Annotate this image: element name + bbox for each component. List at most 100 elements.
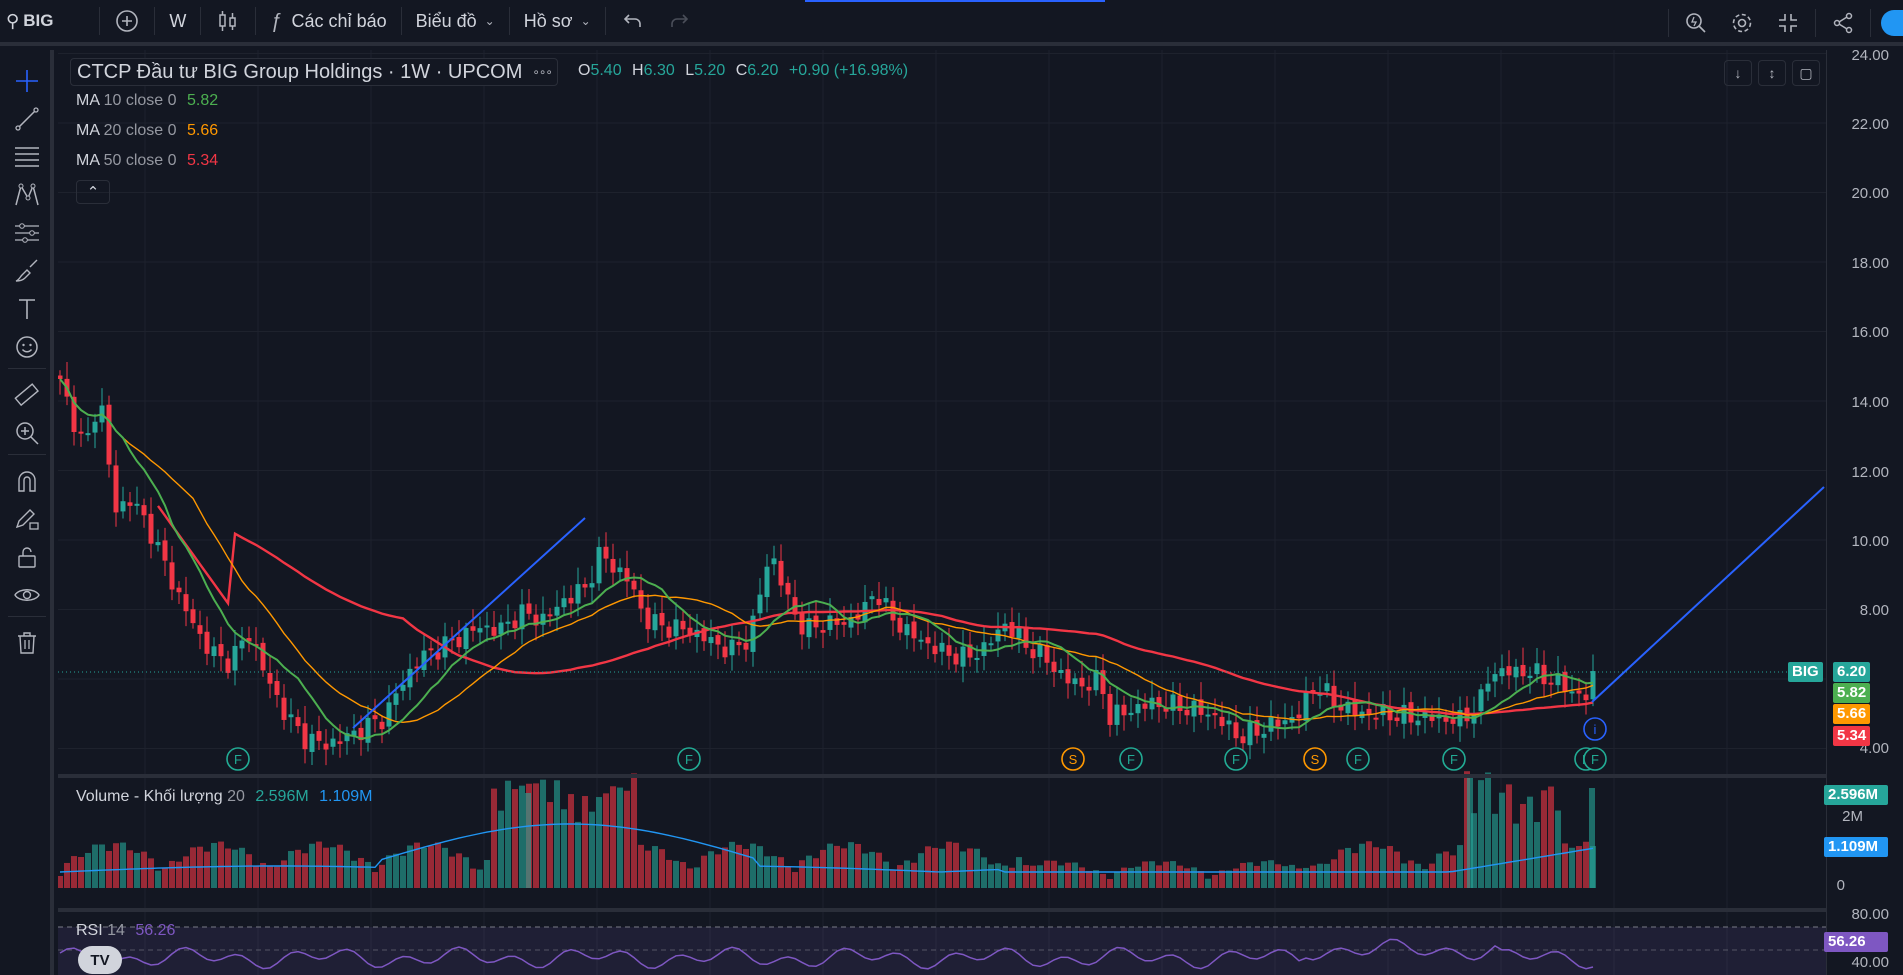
ideas-marker-glyph: i [1594,722,1597,737]
volume-bar [1366,841,1372,888]
arrow-down-icon: ↓ [1734,65,1742,81]
volume-bar [1289,864,1295,888]
rsi-scale-label: 80.00 [1851,906,1889,923]
volume-bar [1191,867,1197,888]
text-tool[interactable] [10,292,44,326]
function-icon: ƒ [270,9,282,32]
symbol-search[interactable]: ⚲ BIG [0,0,63,44]
lock-drawings[interactable] [10,540,44,574]
emoji-tool[interactable] [10,330,44,364]
text-icon [19,299,35,319]
trendline-2 [1591,486,1825,703]
volume-bar [953,842,959,888]
volume-bar [1282,866,1288,888]
candle-body [400,684,406,691]
forecast-icon [15,223,39,243]
ma20-legend[interactable]: MA 20 close 0 5.66 [76,122,218,140]
stay-in-drawing-mode[interactable] [10,502,44,536]
volume-bar [1471,813,1477,888]
volume-bar [1467,778,1473,888]
rsi-value: 56.26 [135,922,176,939]
candle-body [456,637,462,648]
volume-pane-divider[interactable] [58,774,1826,778]
collapse-pane-button[interactable]: ↕ [1758,60,1786,86]
chart-type-label: Biểu đồ [415,10,477,31]
volume-scale-label: 0 [1836,877,1845,894]
prediction-tool[interactable] [10,216,44,250]
candle-body [211,646,217,657]
volume-bar [519,785,525,888]
candle-body [1065,669,1071,684]
horizontal-lines-tool[interactable] [10,140,44,174]
interval-button[interactable]: W [169,10,187,31]
volume-bar [435,842,441,888]
volume-param: 20 [227,788,245,805]
trendline-tool[interactable] [10,102,44,136]
candle-body [848,617,854,628]
separator [99,7,101,35]
symbol-title[interactable]: CTCP Đầu tư BIG Group Holdings · 1W · UP… [70,58,558,86]
measure-tool[interactable] [10,378,44,412]
remove-drawings[interactable] [10,626,44,660]
chart-type-dropdown[interactable]: Biểu đồ ⌄ [406,0,505,44]
volume-bar [470,868,476,888]
fullscreen-button[interactable] [1765,0,1811,46]
price-scale[interactable]: 24.00 22.00 20.00 18.00 16.00 14.00 12.0… [1788,47,1903,975]
candle-body [1324,683,1330,692]
volume-bar [883,861,889,888]
volume-bar [1163,861,1169,888]
indicators-button[interactable]: ƒ Các chỉ báo [260,0,396,44]
candle-body [1170,694,1176,711]
candle-body [372,715,378,720]
candle-body [197,625,203,634]
move-pane-down-button[interactable]: ↓ [1724,60,1752,86]
candle-body [1268,717,1274,732]
legend-collapse-button[interactable]: ⌃ [76,180,110,204]
volume-legend[interactable]: Volume - Khối lượng 20 2.596M 1.109M [76,788,373,806]
volume-bar [1352,853,1358,888]
hide-drawings[interactable] [10,578,44,612]
candle-body [1058,670,1064,674]
price-label: 24.00 [1851,47,1889,64]
crosshair-tool[interactable] [10,64,44,98]
tradingview-logo[interactable]: TV [78,946,122,974]
candle-body [764,566,770,598]
volume-bar [281,860,287,888]
compare-button[interactable] [104,0,150,44]
quick-search-button[interactable] [1673,0,1719,46]
smiley-icon [16,336,38,358]
settings-button[interactable] [1719,0,1765,46]
candles-button[interactable] [205,0,251,44]
ma20-line [59,378,1594,724]
magnet-tool[interactable] [10,464,44,498]
candle-body [351,730,357,736]
event-marker [1303,747,1327,771]
zoom-in-tool[interactable] [10,416,44,450]
price-label: 22.00 [1851,116,1889,133]
undo-button[interactable] [610,0,656,44]
candle-body [617,567,623,573]
volume-bar [316,841,322,888]
volume-bar [393,853,399,888]
profile-dropdown[interactable]: Hồ sơ ⌄ [514,0,601,44]
rsi-pane-divider[interactable] [58,908,1826,912]
volume-bar [988,864,994,888]
candle-body [1051,661,1057,673]
search-icon: ⚲ [6,10,20,31]
event-label: F [234,752,242,767]
ma50-legend[interactable]: MA 50 close 0 5.34 [76,152,218,170]
rsi-legend[interactable]: RSI 14 56.26 [76,922,175,940]
more-icon[interactable]: ∘∘∘ [532,65,553,79]
pattern-tool[interactable] [10,178,44,212]
candle-body [498,622,504,635]
candle-body [561,598,567,608]
share-button[interactable] [1820,0,1866,46]
volume-bar [421,847,427,888]
ma10-legend[interactable]: MA 10 close 0 5.82 [76,92,218,110]
candle-body [1380,703,1386,716]
chart-canvas[interactable]: FFSFFSFFFF i [58,50,1826,975]
redo-button[interactable] [656,0,702,44]
candle-body [631,580,637,590]
brush-tool[interactable] [10,254,44,288]
maximize-pane-button[interactable]: ▢ [1792,60,1820,86]
